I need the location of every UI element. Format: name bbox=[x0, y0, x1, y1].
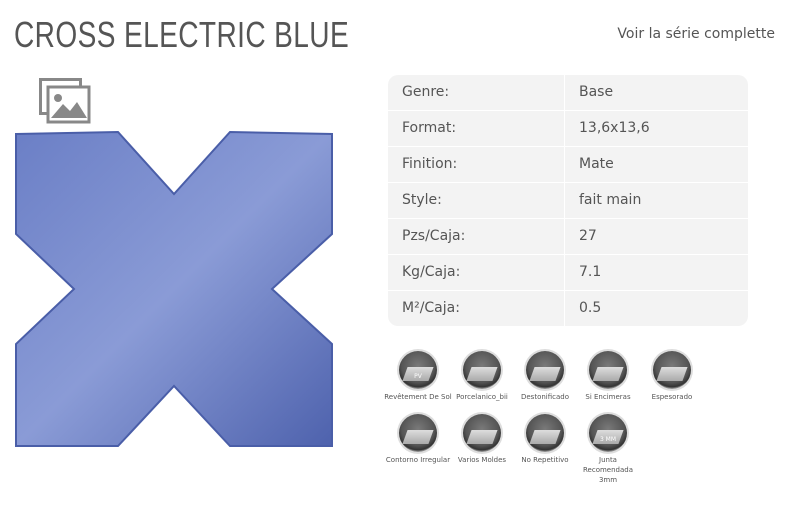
feature-item: Destonificado bbox=[510, 351, 580, 402]
feature-item: Porcelanico_bii bbox=[447, 351, 517, 402]
spec-value: 27 bbox=[579, 228, 597, 244]
feature-item: 3 MM Junta Recomendada 3mm bbox=[573, 414, 643, 485]
spec-label: Finition: bbox=[388, 147, 565, 182]
feature-icon bbox=[463, 351, 501, 389]
feature-icon bbox=[463, 414, 501, 452]
spec-value: 7.1 bbox=[579, 264, 602, 280]
feature-item: PV Revêtement De Sol bbox=[383, 351, 453, 402]
spec-row: Kg/Caja: 7.1 bbox=[388, 255, 748, 291]
feature-label: Junta Recomendada 3mm bbox=[582, 456, 633, 484]
feature-label: No Repetitivo bbox=[521, 456, 569, 464]
feature-item: Si Encimeras bbox=[573, 351, 643, 402]
page-title: CROSS ELECTRIC BLUE bbox=[14, 14, 350, 55]
feature-label: Contorno Irregular bbox=[385, 456, 451, 464]
image-gallery-icon[interactable] bbox=[39, 78, 91, 124]
specs-table: Genre: Base Format: 13,6x13,6 Finition: Mate S… bbox=[388, 75, 748, 326]
feature-icon bbox=[589, 351, 627, 389]
feature-icon bbox=[526, 414, 564, 452]
spec-label: Kg/Caja: bbox=[388, 255, 565, 290]
spec-label: Style: bbox=[388, 183, 565, 218]
feature-icon bbox=[653, 351, 691, 389]
spec-label: M²/Caja: bbox=[388, 291, 565, 326]
spec-row: Style: fait main bbox=[388, 183, 748, 219]
spec-row: M²/Caja: 0.5 bbox=[388, 291, 748, 326]
feature-icon: PV bbox=[399, 351, 437, 389]
feature-item: Varios Moldes bbox=[447, 414, 517, 465]
spec-row: Pzs/Caja: 27 bbox=[388, 219, 748, 255]
feature-label: Porcelanico_bii bbox=[456, 393, 508, 401]
spec-label: Format: bbox=[388, 111, 565, 146]
feature-label: Destonificado bbox=[520, 393, 570, 401]
feature-icon: 3 MM bbox=[589, 414, 627, 452]
feature-icon bbox=[399, 414, 437, 452]
feature-label: Revêtement De Sol bbox=[384, 393, 452, 401]
feature-badge-text: PV bbox=[414, 373, 422, 380]
spec-value: 0.5 bbox=[579, 300, 602, 316]
spec-row: Finition: Mate bbox=[388, 147, 748, 183]
spec-value: Base bbox=[579, 84, 614, 100]
feature-item: Contorno Irregular bbox=[383, 414, 453, 465]
feature-item: Espesorado bbox=[637, 351, 707, 402]
spec-label: Pzs/Caja: bbox=[388, 219, 565, 254]
spec-value: Mate bbox=[579, 156, 614, 172]
feature-badge-text: 3 MM bbox=[599, 436, 617, 443]
feature-label: Varios Moldes bbox=[457, 456, 507, 464]
spec-value: fait main bbox=[579, 192, 642, 208]
feature-icon bbox=[526, 351, 564, 389]
view-series-link[interactable]: Voir la série complette bbox=[617, 26, 775, 42]
feature-item: No Repetitivo bbox=[510, 414, 580, 465]
product-image bbox=[15, 130, 333, 447]
feature-label: Espesorado bbox=[651, 393, 693, 401]
feature-label: Si Encimeras bbox=[585, 393, 631, 401]
spec-label: Genre: bbox=[388, 75, 565, 110]
spec-value: 13,6x13,6 bbox=[579, 120, 650, 136]
spec-row: Genre: Base bbox=[388, 75, 748, 111]
spec-row: Format: 13,6x13,6 bbox=[388, 111, 748, 147]
